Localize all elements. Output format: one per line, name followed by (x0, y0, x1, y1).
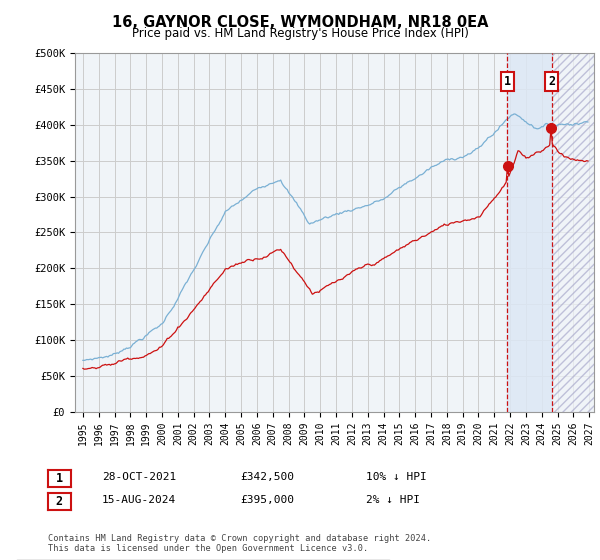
Text: 10% ↓ HPI: 10% ↓ HPI (366, 472, 427, 482)
Text: 2% ↓ HPI: 2% ↓ HPI (366, 494, 420, 505)
Text: 1: 1 (56, 472, 63, 486)
Text: 2: 2 (548, 76, 555, 88)
Bar (551, 53, 594, 412)
Text: 16, GAYNOR CLOSE, WYMONDHAM, NR18 0EA: 16, GAYNOR CLOSE, WYMONDHAM, NR18 0EA (112, 15, 488, 30)
Text: £342,500: £342,500 (240, 472, 294, 482)
Text: Contains HM Land Registry data © Crown copyright and database right 2024.
This d: Contains HM Land Registry data © Crown c… (48, 534, 431, 553)
Text: Price paid vs. HM Land Registry's House Price Index (HPI): Price paid vs. HM Land Registry's House … (131, 27, 469, 40)
Text: 2: 2 (56, 494, 63, 508)
Text: 1: 1 (504, 76, 511, 88)
Text: 15-AUG-2024: 15-AUG-2024 (102, 494, 176, 505)
Bar (551, 53, 594, 412)
Text: £395,000: £395,000 (240, 494, 294, 505)
Text: 28-OCT-2021: 28-OCT-2021 (102, 472, 176, 482)
Bar (508, 53, 551, 412)
